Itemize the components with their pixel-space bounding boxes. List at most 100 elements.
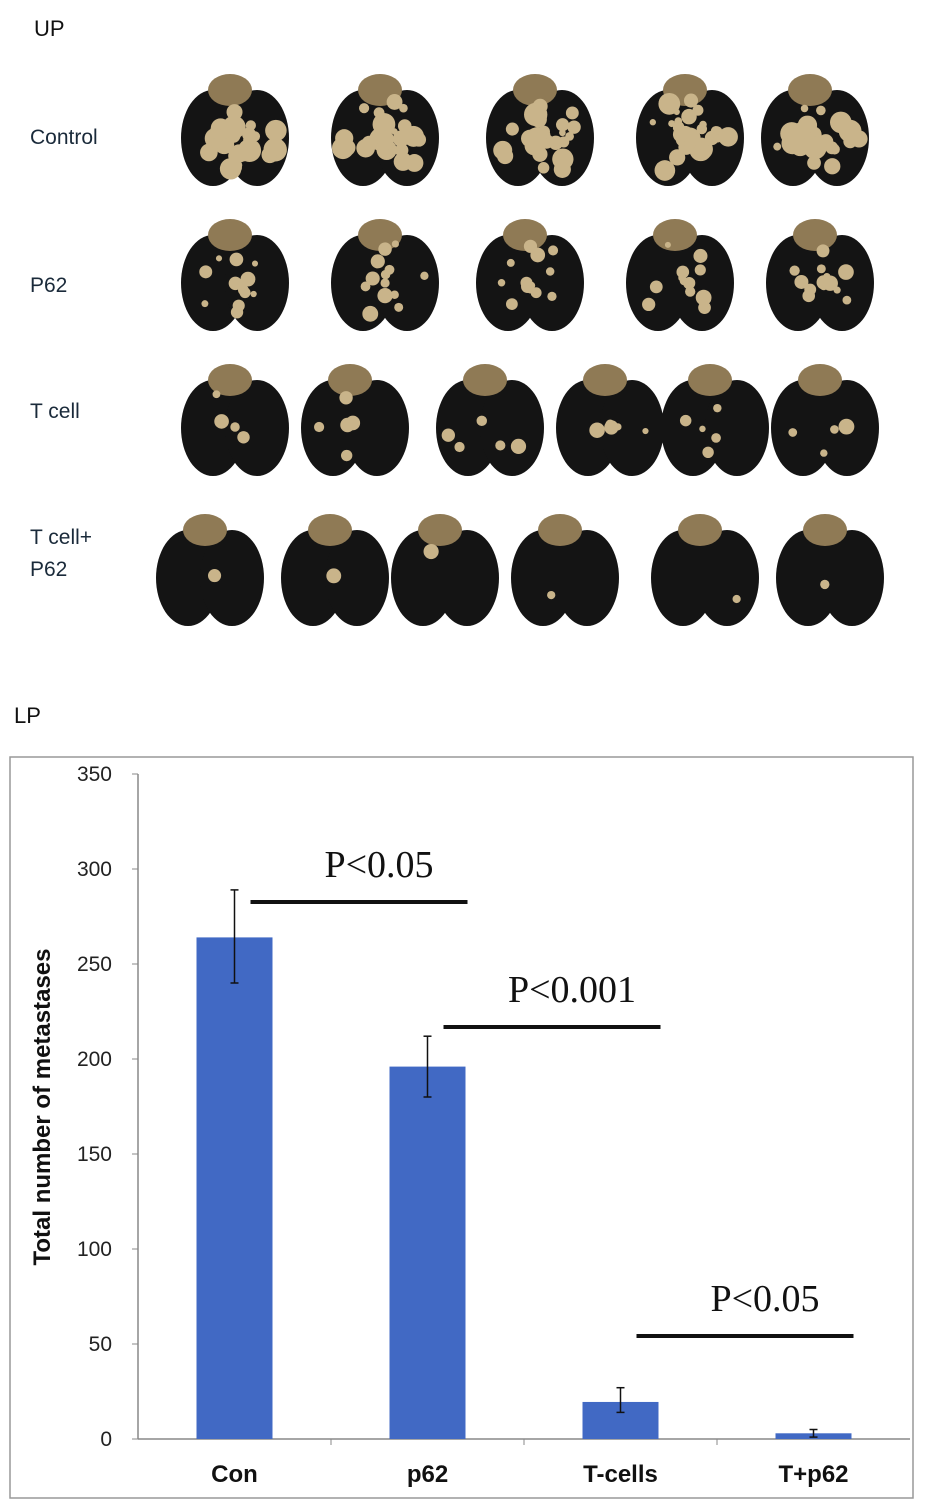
metastasis-nodule	[838, 264, 854, 280]
y-tick-label: 200	[77, 1048, 112, 1071]
heart	[208, 364, 252, 396]
metastasis-nodule	[809, 121, 816, 129]
metastasis-nodule	[240, 271, 256, 287]
left-lobe	[776, 530, 840, 626]
metastasis-nodule	[266, 150, 277, 162]
lung-specimen	[181, 219, 289, 331]
metastasis-nodule	[454, 441, 465, 453]
heart	[208, 219, 252, 251]
metastasis-nodule	[201, 300, 209, 308]
heart	[208, 74, 252, 106]
metastasis-nodule	[698, 301, 711, 314]
left-lobe	[556, 380, 620, 476]
lung-specimen	[626, 219, 734, 331]
lung-specimen	[511, 514, 619, 626]
metastasis-nodule	[394, 302, 404, 312]
lung-specimen	[636, 74, 744, 186]
metastasis-nodule	[547, 590, 556, 600]
x-tick-label: Con	[211, 1461, 258, 1488]
metastasis-nodule	[567, 120, 581, 134]
significance-label: P<0.05	[324, 844, 433, 886]
metastasis-nodule	[495, 440, 506, 451]
metastasis-nodule	[380, 269, 391, 280]
metastasis-nodule	[696, 123, 708, 135]
lung-specimen	[331, 219, 439, 331]
panel-label-up: UP	[34, 16, 65, 41]
y-tick-label: 150	[77, 1143, 112, 1166]
metastasis-nodule	[420, 271, 429, 280]
metastasis-nodule	[649, 280, 663, 294]
metastasis-nodule	[800, 104, 809, 113]
metastasis-nodule	[199, 265, 213, 279]
right-lobe	[200, 530, 264, 626]
metastasis-nodule	[658, 92, 681, 115]
metastasis-nodule	[531, 146, 544, 158]
metastasis-nodule	[547, 291, 557, 302]
heart	[358, 219, 402, 251]
metastasis-nodule	[838, 418, 855, 435]
metastasis-nodule	[676, 157, 684, 165]
chart-frame	[9, 756, 914, 1499]
metastasis-nodule	[210, 138, 222, 149]
heart	[308, 514, 352, 546]
metastasis-nodule	[229, 144, 249, 163]
left-lobe	[476, 235, 540, 331]
right-lobe	[695, 530, 759, 626]
panel-label-lp: LP	[14, 703, 41, 728]
metastasis-nodule	[497, 279, 506, 287]
metastasis-nodule	[326, 568, 342, 584]
metastasis-nodule	[683, 277, 696, 290]
metastasis-nodule	[524, 102, 548, 127]
right-lobe	[555, 530, 619, 626]
metastasis-nodule	[830, 425, 839, 434]
metastasis-nodule	[672, 121, 685, 133]
metastasis-nodule	[589, 422, 605, 438]
right-lobe	[670, 235, 734, 331]
metastasis-nodule	[239, 287, 251, 299]
metastasis-nodule	[773, 142, 782, 151]
x-tick-label: T+p62	[778, 1461, 848, 1488]
heart	[793, 219, 837, 251]
metastasis-nodule	[816, 105, 826, 116]
heart	[538, 514, 582, 546]
metastasis-nodule	[537, 162, 550, 174]
heart	[183, 514, 227, 546]
left-lobe	[181, 235, 245, 331]
metastasis-nodule	[842, 295, 852, 305]
lung-photo	[156, 74, 884, 626]
metastasis-nodule	[313, 421, 325, 433]
metastasis-nodule	[391, 240, 399, 248]
lung-specimen	[391, 514, 499, 626]
left-lobe	[511, 530, 575, 626]
metastasis-nodule	[360, 281, 371, 292]
metastasis-nodule	[371, 257, 378, 265]
metastasis-nodule	[664, 241, 671, 248]
metastasis-nodule	[673, 108, 680, 116]
y-tick-label: 250	[77, 953, 112, 976]
metastasis-nodule	[816, 244, 830, 258]
lung-specimen	[556, 364, 664, 476]
metastasis-nodule	[545, 267, 555, 276]
right-lobe	[480, 380, 544, 476]
heart	[653, 219, 697, 251]
metastasis-nodule	[788, 428, 798, 437]
heart	[798, 364, 842, 396]
row-label-tcell: T cell	[30, 400, 80, 423]
y-axis-label: Total number of metastases	[29, 949, 56, 1266]
metastasis-nodule	[654, 160, 676, 181]
metastasis-nodule	[222, 115, 246, 139]
lung-specimen	[301, 364, 409, 476]
right-lobe	[435, 530, 499, 626]
metastasis-nodule	[530, 287, 542, 299]
left-lobe	[651, 530, 715, 626]
metastasis-nodule	[506, 298, 518, 310]
lung-specimen	[661, 364, 769, 476]
lung-specimen	[761, 74, 869, 186]
metastasis-nodule	[802, 289, 816, 303]
heart	[688, 364, 732, 396]
metastasis-nodule	[555, 118, 570, 132]
metastasis-nodule	[694, 264, 706, 276]
metastasis-nodule	[394, 143, 409, 157]
y-tick-label: 50	[89, 1333, 112, 1356]
metastasis-nodule	[339, 391, 353, 405]
